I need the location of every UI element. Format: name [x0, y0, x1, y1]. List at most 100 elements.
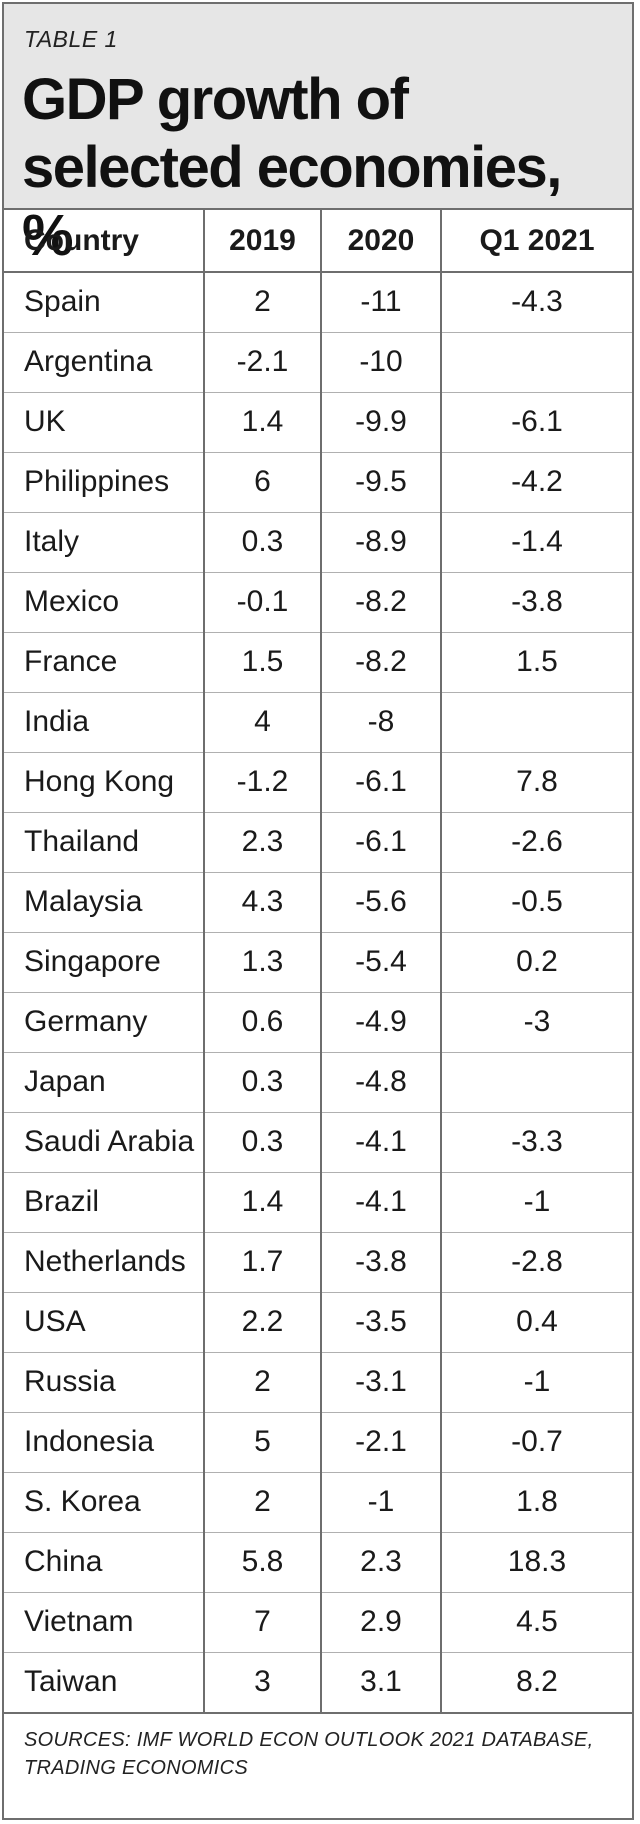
cell-country: Hong Kong	[4, 752, 204, 813]
cell-country: Russia	[4, 1352, 204, 1413]
cell-country: UK	[4, 392, 204, 453]
cell-q1-2021: -2.6	[440, 812, 632, 873]
cell-2019: 2	[203, 1472, 321, 1533]
cell-2020: 2.3	[320, 1532, 441, 1593]
cell-q1-2021: -1	[440, 1352, 632, 1413]
cell-q1-2021	[440, 332, 632, 393]
cell-q1-2021: -3.3	[440, 1112, 632, 1173]
cell-country: Thailand	[4, 812, 204, 873]
column-header-q1-2021: Q1 2021	[440, 210, 632, 273]
table-row: Japan 0.3 -4.8	[4, 1052, 632, 1113]
gdp-table: Country 2019 2020 Q1 2021 Spain 2 -11 -4.3 A…	[4, 210, 632, 1713]
cell-q1-2021: -3.8	[440, 572, 632, 633]
column-header-2020: 2020	[320, 210, 441, 273]
cell-q1-2021	[440, 692, 632, 753]
cell-2020: -3.1	[320, 1352, 441, 1413]
table-row: Vietnam 7 2.9 4.5	[4, 1592, 632, 1653]
cell-2019: 3	[203, 1652, 321, 1713]
cell-2019: -2.1	[203, 332, 321, 393]
cell-2019: 4.3	[203, 872, 321, 933]
table-row: Philippines 6 -9.5 -4.2	[4, 452, 632, 513]
table-row: Netherlands 1.7 -3.8 -2.8	[4, 1232, 632, 1293]
cell-q1-2021: 8.2	[440, 1652, 632, 1713]
cell-2019: 2	[203, 1352, 321, 1413]
cell-2019: 0.6	[203, 992, 321, 1053]
cell-2020: -8.9	[320, 512, 441, 573]
cell-country: Spain	[4, 272, 204, 333]
cell-country: Mexico	[4, 572, 204, 633]
table-row: Russia 2 -3.1 -1	[4, 1352, 632, 1413]
cell-2019: 0.3	[203, 1052, 321, 1113]
cell-q1-2021: 0.4	[440, 1292, 632, 1353]
cell-q1-2021: -0.5	[440, 872, 632, 933]
cell-2020: -4.1	[320, 1172, 441, 1233]
table-row: Brazil 1.4 -4.1 -1	[4, 1172, 632, 1233]
cell-2019: 2	[203, 272, 321, 333]
cell-2019: 5.8	[203, 1532, 321, 1593]
cell-q1-2021: -4.3	[440, 272, 632, 333]
cell-2019: 1.4	[203, 392, 321, 453]
cell-country: China	[4, 1532, 204, 1593]
table-row: India 4 -8	[4, 692, 632, 753]
table-row: USA 2.2 -3.5 0.4	[4, 1292, 632, 1353]
table-row: China 5.8 2.3 18.3	[4, 1532, 632, 1593]
cell-country: Argentina	[4, 332, 204, 393]
cell-2020: -10	[320, 332, 441, 393]
cell-q1-2021: 4.5	[440, 1592, 632, 1653]
cell-q1-2021: -1.4	[440, 512, 632, 573]
table-row: Germany 0.6 -4.9 -3	[4, 992, 632, 1053]
table-row: UK 1.4 -9.9 -6.1	[4, 392, 632, 453]
column-header-2019: 2019	[203, 210, 321, 273]
cell-country: Philippines	[4, 452, 204, 513]
cell-2020: -3.8	[320, 1232, 441, 1293]
cell-2020: 2.9	[320, 1592, 441, 1653]
cell-country: Taiwan	[4, 1652, 204, 1713]
cell-2019: -1.2	[203, 752, 321, 813]
cell-2019: 0.3	[203, 1112, 321, 1173]
table-row: S. Korea 2 -1 1.8	[4, 1472, 632, 1533]
cell-q1-2021: -4.2	[440, 452, 632, 513]
cell-2020: -9.5	[320, 452, 441, 513]
cell-country: Netherlands	[4, 1232, 204, 1293]
sources-note: SOURCES: IMF WORLD ECON OUTLOOK 2021 DAT…	[24, 1729, 594, 1779]
column-header-country: Country	[4, 210, 204, 273]
cell-2019: 2.3	[203, 812, 321, 873]
cell-q1-2021: -1	[440, 1172, 632, 1233]
table-title: GDP growth of selected economies, %	[22, 67, 562, 268]
cell-country: France	[4, 632, 204, 693]
cell-2019: 6	[203, 452, 321, 513]
footer-divider	[4, 1712, 632, 1714]
cell-2020: -1	[320, 1472, 441, 1533]
cell-2020: -8.2	[320, 632, 441, 693]
table-body: Spain 2 -11 -4.3 Argentina -2.1 -10 UK 1.4 -9.9 -6…	[4, 272, 632, 1713]
table-row: Taiwan 3 3.1 8.2	[4, 1652, 632, 1713]
header-row: Country 2019 2020 Q1 2021	[4, 210, 632, 273]
cell-2020: -4.1	[320, 1112, 441, 1173]
table-row: France 1.5 -8.2 1.5	[4, 632, 632, 693]
table-row: Thailand 2.3 -6.1 -2.6	[4, 812, 632, 873]
cell-q1-2021: -3	[440, 992, 632, 1053]
cell-2020: 3.1	[320, 1652, 441, 1713]
cell-2020: -4.9	[320, 992, 441, 1053]
cell-country: India	[4, 692, 204, 753]
table-row: Indonesia 5 -2.1 -0.7	[4, 1412, 632, 1473]
cell-2019: 2.2	[203, 1292, 321, 1353]
cell-2020: -11	[320, 272, 441, 333]
cell-2020: -5.6	[320, 872, 441, 933]
cell-2019: 1.7	[203, 1232, 321, 1293]
cell-2019: -0.1	[203, 572, 321, 633]
cell-2019: 0.3	[203, 512, 321, 573]
cell-q1-2021: -0.7	[440, 1412, 632, 1473]
cell-country: Brazil	[4, 1172, 204, 1233]
cell-2020: -6.1	[320, 752, 441, 813]
cell-q1-2021: -6.1	[440, 392, 632, 453]
cell-2019: 7	[203, 1592, 321, 1653]
cell-q1-2021: 1.8	[440, 1472, 632, 1533]
cell-2019: 1.5	[203, 632, 321, 693]
cell-country: Vietnam	[4, 1592, 204, 1653]
cell-2019: 5	[203, 1412, 321, 1473]
cell-2020: -2.1	[320, 1412, 441, 1473]
cell-2020: -5.4	[320, 932, 441, 993]
cell-country: S. Korea	[4, 1472, 204, 1533]
